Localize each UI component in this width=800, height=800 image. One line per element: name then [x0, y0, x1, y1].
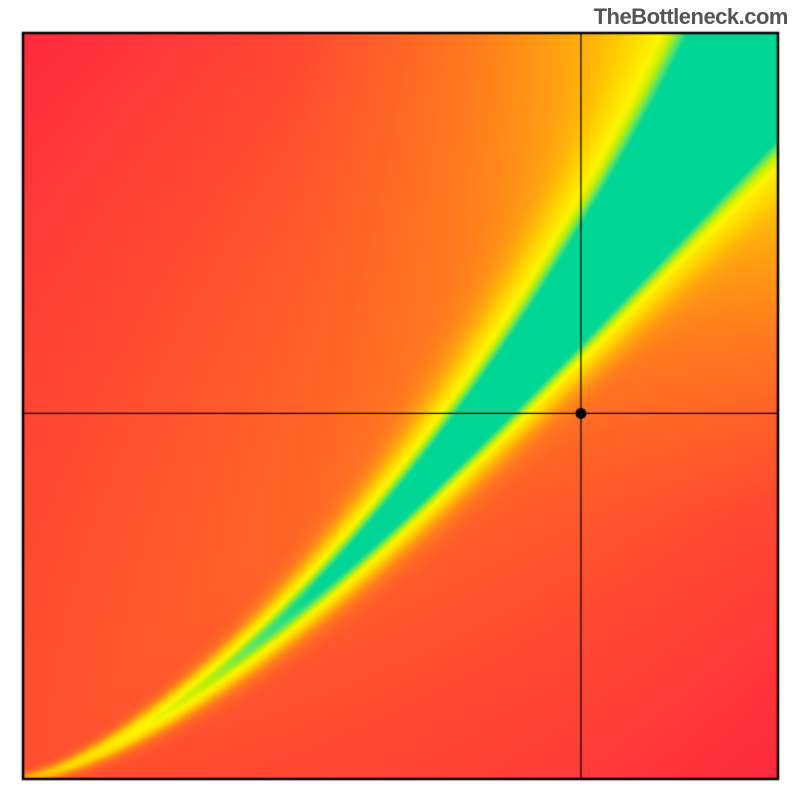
- watermark-text: TheBottleneck.com: [594, 4, 788, 30]
- heatmap-canvas: [0, 0, 800, 800]
- chart-container: TheBottleneck.com: [0, 0, 800, 800]
